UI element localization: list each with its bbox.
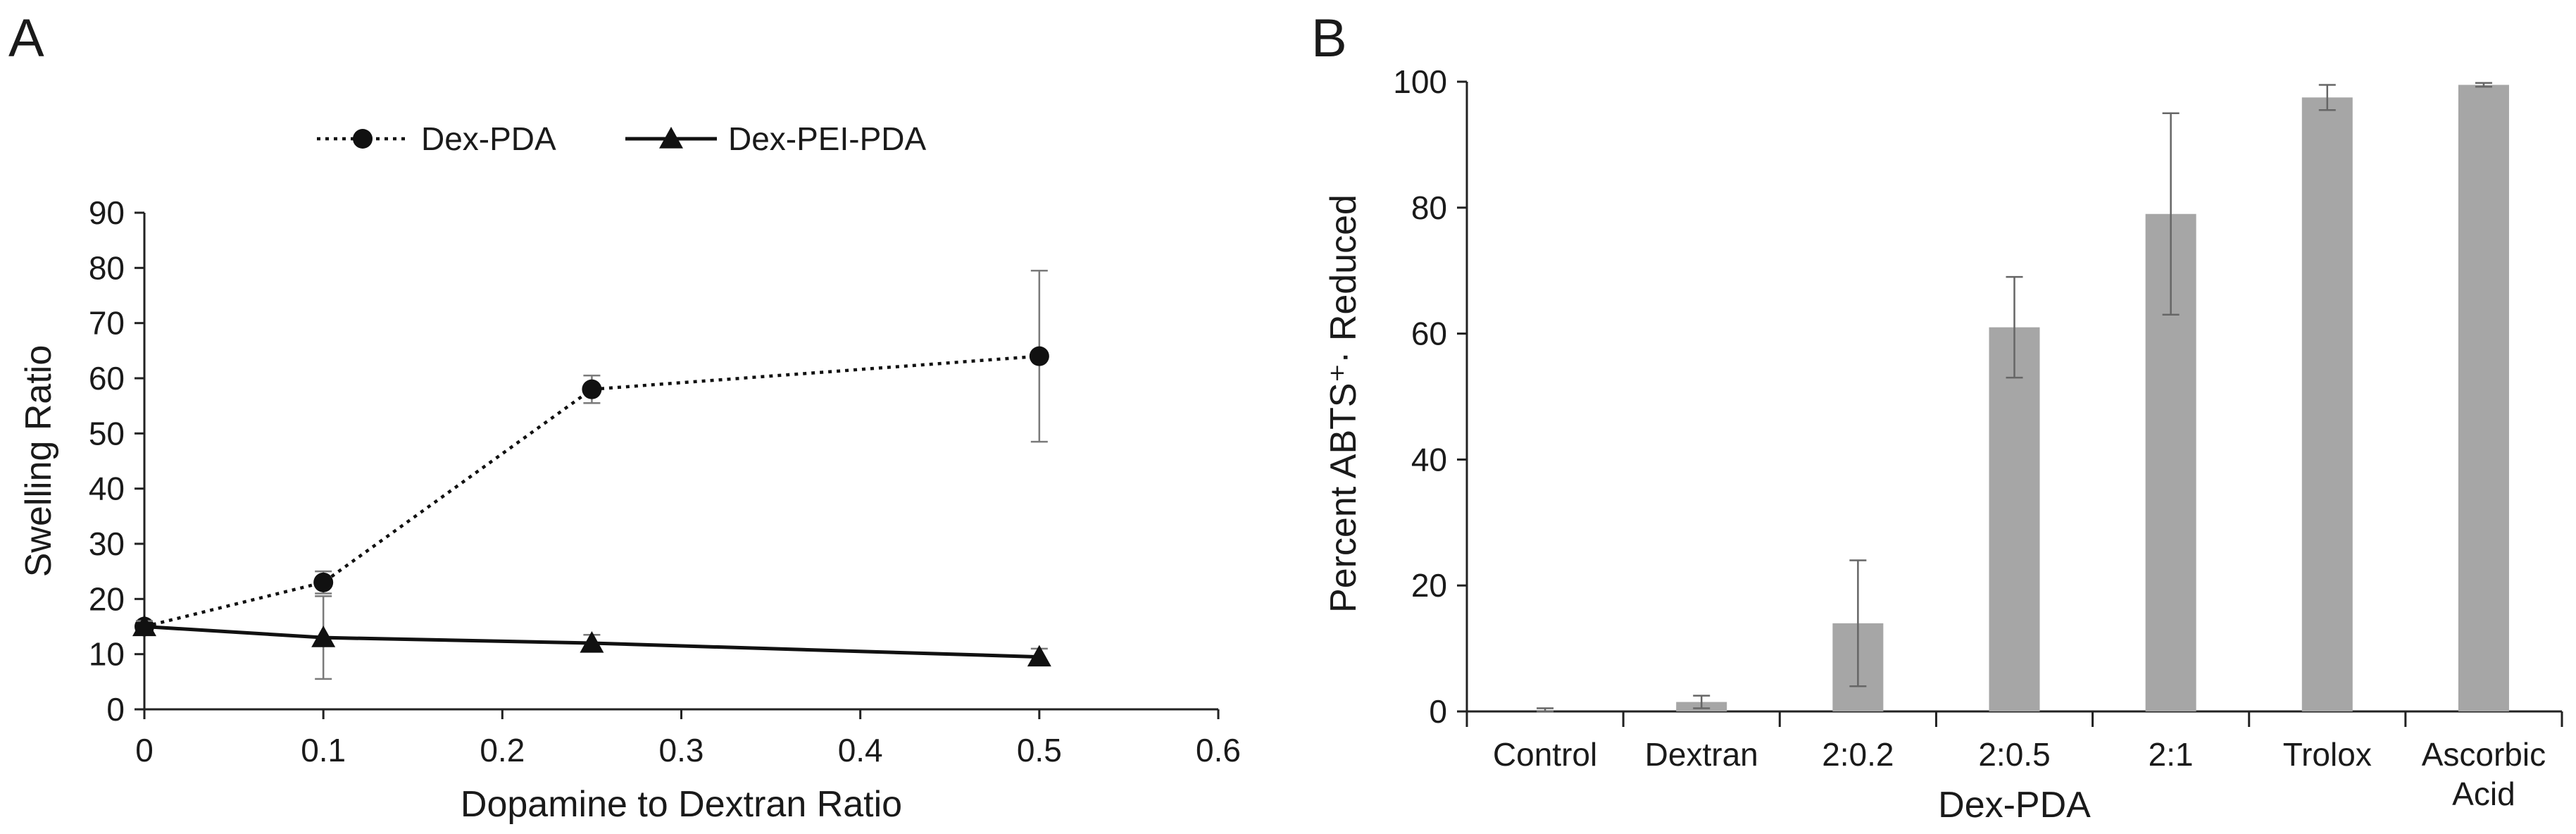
y-tick-label: 30 [89,525,125,562]
y-axis-title: Percent ABTS⁺· Reduced [1323,194,1364,613]
y-tick-label: 10 [89,636,125,673]
category-label: Ascorbic [2422,736,2546,773]
bar-trolox [2301,97,2353,712]
x-tick-label: 0.4 [838,732,883,768]
series-line [144,625,1039,659]
data-point-triangle [311,626,336,647]
y-tick-label: 0 [1429,693,1447,730]
y-tick-label: 20 [89,580,125,617]
legend-label: Dex-PEI-PDA [728,120,926,157]
data-point-triangle [132,614,156,637]
legend-label: Dex-PDA [421,120,556,157]
category-label: 2:1 [2149,736,2194,773]
x-axis-title: Dex-PDA [1938,785,2091,826]
bar-chart-abts-reduced: 0 20 40 60 80 100 Control Dextran 2:0.2 2:0.5 2:1 T… [1323,63,2563,826]
y-tick-label: 70 [89,305,125,342]
bar-ascorbic-acid [2458,85,2509,712]
x-tick-label: 0.6 [1196,732,1241,768]
y-tick-label: 60 [89,360,125,397]
category-label: Acid [2452,776,2515,812]
y-tick-label: 50 [89,415,125,452]
legend-marker-circle [353,129,373,149]
y-tick-label: 40 [1411,441,1447,478]
y-tick-label: 40 [89,471,125,507]
data-point-circle [582,379,602,399]
x-tick-label: 0 [135,732,154,768]
category-label: 2:0.5 [1978,736,2050,773]
y-tick-label: 90 [89,194,125,231]
data-point-triangle [580,631,604,653]
x-tick-label: 0.3 [659,732,704,768]
y-tick-label: 0 [106,691,125,728]
y-tick-label: 80 [89,249,125,286]
y-tick-label: 80 [1411,189,1447,226]
x-tick-label: 0.1 [301,732,346,768]
data-point-circle [313,572,334,592]
y-tick-label: 100 [1393,63,1447,100]
series-dex-pda [135,270,1049,637]
panel-b-letter: B [1311,8,1347,68]
legend: Dex-PDA Dex-PEI-PDA [317,120,926,157]
x-tick-label: 0.2 [480,732,525,768]
category-label: Trolox [2283,736,2372,773]
category-label: Dextran [1645,736,1758,773]
data-point-triangle [1027,645,1051,667]
y-axis-title: Swelling Ratio [18,345,59,578]
category-label: 2:0.2 [1822,736,1894,773]
category-label: Control [1493,736,1597,773]
bar-2-0-5 [1989,327,2040,711]
y-tick-label: 60 [1411,316,1447,352]
y-tick-label: 20 [1411,567,1447,604]
x-axis-title: Dopamine to Dextran Ratio [461,784,902,825]
legend-marker-triangle [659,127,683,149]
data-point-circle [1029,346,1049,366]
series-line [144,354,1039,628]
line-chart-swelling-ratio: 0 10 20 30 40 50 60 70 80 90 0 0.1 0.2 0.3 0.4 0.5 0.6 Do… [18,120,1241,825]
series-dex-pei-pda [132,595,1051,680]
x-tick-label: 0.5 [1017,732,1062,768]
panel-a-letter: A [8,8,44,68]
